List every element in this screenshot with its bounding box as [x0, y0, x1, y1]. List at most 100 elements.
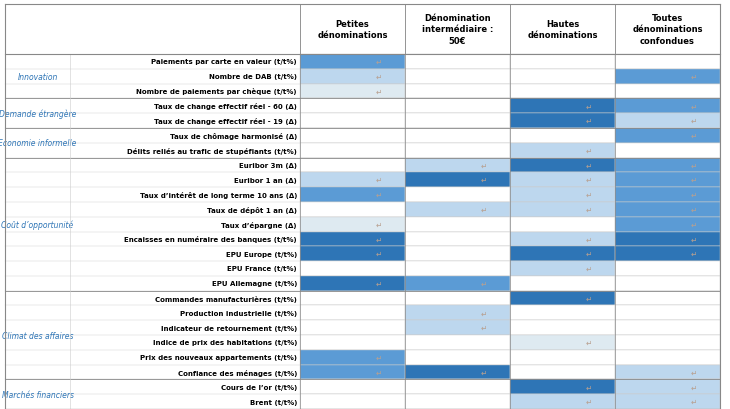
Bar — [405, 365, 510, 380]
Bar — [300, 232, 405, 247]
Text: Indicateur de retournement (t/t%): Indicateur de retournement (t/t%) — [161, 325, 297, 331]
Bar — [510, 232, 615, 247]
Bar — [405, 202, 510, 217]
Bar — [405, 261, 510, 276]
Text: ↵: ↵ — [691, 235, 697, 244]
Bar — [405, 173, 510, 188]
Text: Hautes
dénominations: Hautes dénominations — [527, 20, 598, 40]
Text: Commandes manufacturières (t/t%): Commandes manufacturières (t/t%) — [155, 295, 297, 302]
Bar — [615, 84, 720, 99]
Bar — [300, 188, 405, 202]
Text: Paiements par carte en valeur (t/t%): Paiements par carte en valeur (t/t%) — [151, 59, 297, 65]
Bar — [5, 380, 300, 394]
Text: ↵: ↵ — [375, 220, 382, 229]
Bar — [5, 276, 300, 291]
Text: ↵: ↵ — [375, 353, 382, 362]
Bar — [615, 335, 720, 350]
Bar — [5, 217, 300, 232]
Text: Nombre de DAB (t/t%): Nombre de DAB (t/t%) — [209, 74, 297, 80]
Bar — [510, 365, 615, 380]
Bar — [5, 321, 300, 335]
Text: ↵: ↵ — [375, 368, 382, 377]
Bar — [300, 114, 405, 129]
Text: ↵: ↵ — [585, 235, 592, 244]
Bar — [615, 144, 720, 158]
Bar — [405, 306, 510, 321]
Bar — [5, 365, 300, 380]
Bar — [5, 335, 300, 350]
Bar — [300, 70, 405, 84]
Text: ↵: ↵ — [480, 176, 487, 185]
Bar — [405, 144, 510, 158]
Bar — [5, 144, 300, 158]
Bar — [405, 291, 510, 306]
Bar — [5, 5, 720, 55]
Text: ↵: ↵ — [375, 279, 382, 288]
Bar — [510, 276, 615, 291]
Bar — [300, 291, 405, 306]
Text: ↵: ↵ — [691, 205, 697, 214]
Bar — [300, 202, 405, 217]
Bar — [510, 202, 615, 217]
Bar — [405, 247, 510, 261]
Bar — [300, 394, 405, 409]
Bar — [510, 291, 615, 306]
Bar — [615, 232, 720, 247]
Bar — [615, 188, 720, 202]
Text: Demande étrangère: Demande étrangère — [0, 109, 76, 119]
Bar — [5, 55, 300, 70]
Text: ↵: ↵ — [691, 191, 697, 200]
Bar — [5, 188, 300, 202]
Bar — [405, 380, 510, 394]
Text: Taux de dépôt 1 an (Δ): Taux de dépôt 1 an (Δ) — [207, 206, 297, 213]
Bar — [5, 173, 300, 188]
Bar — [405, 70, 510, 84]
Bar — [615, 306, 720, 321]
Text: Indice de prix des habitations (t/t%): Indice de prix des habitations (t/t%) — [153, 339, 297, 346]
Text: Taux de chômage harmonisé (Δ): Taux de chômage harmonisé (Δ) — [170, 133, 297, 139]
Text: ↵: ↵ — [691, 397, 697, 406]
Text: ↵: ↵ — [585, 397, 592, 406]
Bar — [615, 173, 720, 188]
Bar — [510, 114, 615, 129]
Text: ↵: ↵ — [691, 72, 697, 81]
Bar — [615, 55, 720, 70]
Bar — [510, 70, 615, 84]
Text: Production industrielle (t/t%): Production industrielle (t/t%) — [180, 310, 297, 316]
Text: ↵: ↵ — [691, 161, 697, 170]
Text: Climat des affaires: Climat des affaires — [1, 331, 73, 340]
Bar — [510, 188, 615, 202]
Text: ↵: ↵ — [585, 249, 592, 258]
Bar — [405, 350, 510, 365]
Bar — [5, 394, 300, 409]
Bar — [615, 380, 720, 394]
Bar — [300, 365, 405, 380]
Text: ↵: ↵ — [691, 176, 697, 185]
Bar — [300, 380, 405, 394]
Text: ↵: ↵ — [375, 87, 382, 96]
Text: Cours de l’or (t/t%): Cours de l’or (t/t%) — [220, 384, 297, 390]
Bar — [615, 365, 720, 380]
Text: Brent (t/t%): Brent (t/t%) — [250, 399, 297, 405]
Text: ↵: ↵ — [585, 338, 592, 347]
Bar — [510, 144, 615, 158]
Text: ↵: ↵ — [480, 161, 487, 170]
Text: ↵: ↵ — [480, 309, 487, 317]
Bar — [615, 99, 720, 114]
Text: Prix des nouveaux appartements (t/t%): Prix des nouveaux appartements (t/t%) — [140, 354, 297, 360]
Bar — [5, 129, 300, 144]
Text: Taux de change effectif réel - 19 (Δ): Taux de change effectif réel - 19 (Δ) — [154, 118, 297, 125]
Text: ↵: ↵ — [691, 102, 697, 111]
Bar — [405, 335, 510, 350]
Text: Taux d’épargne (Δ): Taux d’épargne (Δ) — [221, 221, 297, 228]
Bar — [405, 158, 510, 173]
Text: ↵: ↵ — [691, 382, 697, 391]
Bar — [5, 232, 300, 247]
Text: EPU Allemagne (t/t%): EPU Allemagne (t/t%) — [212, 281, 297, 287]
Bar — [510, 321, 615, 335]
Text: Encaisses en numéraire des banques (t/t%): Encaisses en numéraire des banques (t/t%… — [124, 236, 297, 243]
Bar — [405, 217, 510, 232]
Bar — [300, 84, 405, 99]
Bar — [615, 158, 720, 173]
Bar — [5, 114, 300, 129]
